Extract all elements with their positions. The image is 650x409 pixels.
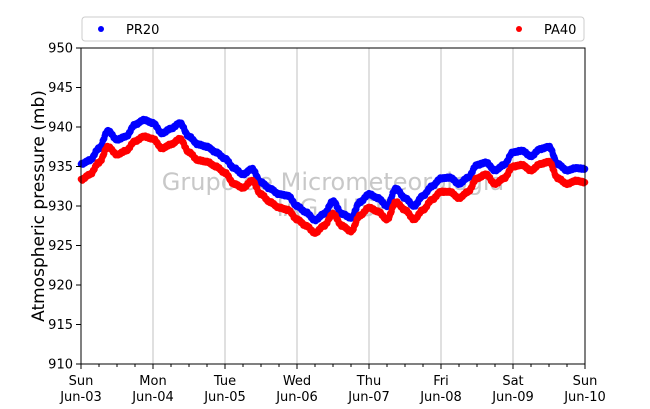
x-tick-label-day: Thu xyxy=(356,374,381,389)
y-tick-label: 945 xyxy=(48,81,73,96)
legend-label-pr20: PR20 xyxy=(126,23,159,38)
legend-marker-pa40 xyxy=(516,26,522,32)
x-tick-label-date: Jun-10 xyxy=(563,390,606,405)
x-tick-label-day: Sat xyxy=(502,374,523,389)
x-axis: SunJun-03MonJun-04TueJun-05WedJun-06ThuJ… xyxy=(59,364,606,405)
legend-label-pa40: PA40 xyxy=(544,23,576,38)
y-tick-label: 935 xyxy=(48,160,73,175)
series-pr20 xyxy=(77,115,589,225)
legend: PR20 PA40 xyxy=(81,16,585,42)
x-tick-label-day: Sun xyxy=(69,374,94,389)
x-tick-label-date: Jun-04 xyxy=(131,390,174,405)
legend-box xyxy=(81,16,585,42)
x-tick-label-day: Tue xyxy=(213,374,236,389)
x-tick-label-day: Sun xyxy=(573,374,598,389)
x-tick-label-day: Fri xyxy=(433,374,449,389)
series-pa40 xyxy=(77,132,589,237)
x-tick-label-date: Jun-09 xyxy=(491,390,534,405)
x-tick-label-date: Jun-05 xyxy=(203,390,246,405)
x-tick-label-date: Jun-07 xyxy=(347,390,390,405)
y-axis-label: Atmospheric pressure (mb) xyxy=(29,90,49,322)
y-axis: 910 915 920 925 930 935 940 945 950 xyxy=(48,42,81,373)
x-tick-label-day: Mon xyxy=(139,374,166,389)
legend-marker-pr20 xyxy=(98,26,104,32)
x-tick-label-day: Wed xyxy=(283,374,311,389)
y-tick-label: 920 xyxy=(48,279,73,294)
y-tick-label: 915 xyxy=(48,318,73,333)
data-series xyxy=(77,115,589,237)
x-tick-label-date: Jun-03 xyxy=(59,390,102,405)
y-tick-label: 940 xyxy=(48,121,73,136)
x-tick-label-date: Jun-06 xyxy=(275,390,318,405)
y-tick-label: 910 xyxy=(48,358,73,373)
y-tick-label: 950 xyxy=(48,42,73,57)
y-tick-label: 930 xyxy=(48,200,73,215)
y-tick-label: 925 xyxy=(48,239,73,254)
x-tick-label-date: Jun-08 xyxy=(419,390,462,405)
